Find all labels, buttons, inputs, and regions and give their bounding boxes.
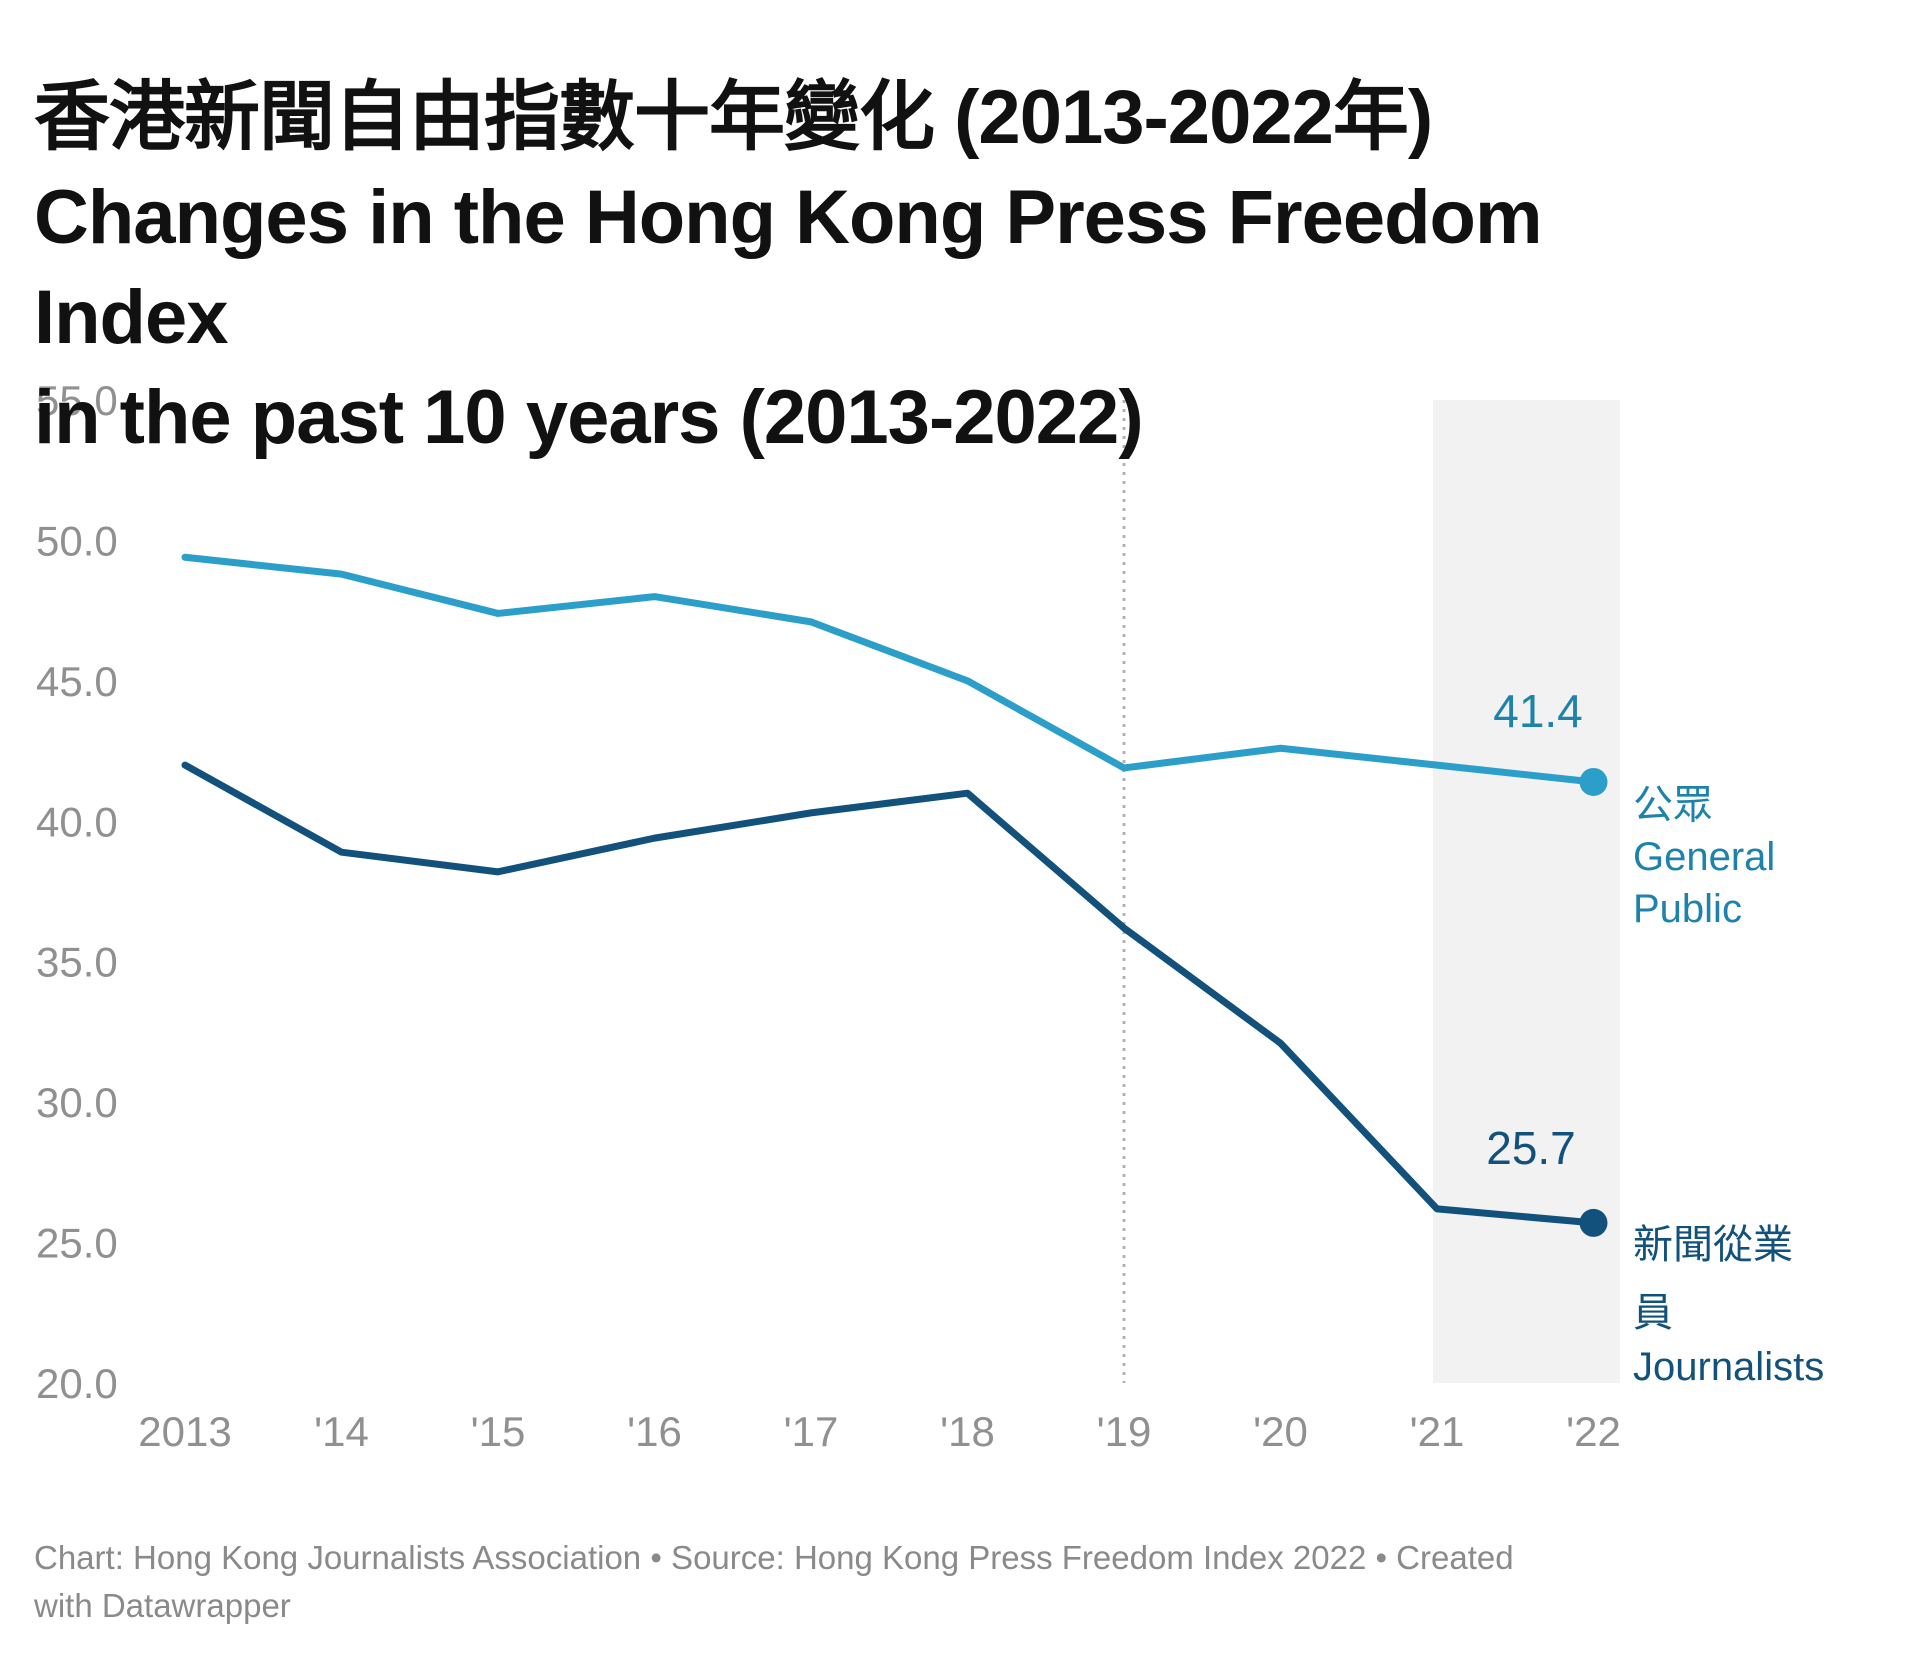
general-public-series-label: General <box>1633 835 1775 879</box>
journalists-end-value-label: 25.7 <box>1486 1122 1576 1174</box>
x-axis-tick-label: '20 <box>1253 1408 1308 1455</box>
x-axis-tick-label: '18 <box>940 1408 995 1455</box>
y-axis-tick-label: 40.0 <box>36 798 118 845</box>
x-axis-tick-label: '17 <box>784 1408 839 1455</box>
x-axis-tick-label: '19 <box>1097 1408 1152 1455</box>
general-public-series-label: 公眾 <box>1633 783 1713 827</box>
chart-title-zh: 香港新聞自由指數十年變化 (2013-2022年) <box>34 75 1433 160</box>
general-public-end-dot <box>1579 767 1608 796</box>
general-public-line <box>181 553 1597 786</box>
x-axis-tick-label: '15 <box>471 1408 526 1455</box>
x-axis-tick-label: '14 <box>314 1408 369 1455</box>
chart-title-en-line2: in the past 10 years (2013-2022) <box>34 375 1144 460</box>
y-axis-tick-label: 25.0 <box>36 1220 118 1267</box>
y-axis-tick-label: 20.0 <box>36 1360 118 1407</box>
y-axis-tick-label: 30.0 <box>36 1079 118 1126</box>
chart-footer: Chart: Hong Kong Journalists Association… <box>34 1534 1894 1630</box>
journalists-line <box>181 761 1597 1227</box>
journalists-series-label: Journalists <box>1633 1345 1824 1389</box>
footer-line2: with Datawrapper <box>34 1587 291 1624</box>
journalists-end-dot <box>1579 1208 1608 1237</box>
footer-line1: Chart: Hong Kong Journalists Association… <box>34 1539 1514 1576</box>
general-public-series-label: Public <box>1633 887 1742 931</box>
x-axis-tick-label: 2013 <box>138 1408 231 1455</box>
journalists-series-label: 新聞從業 <box>1633 1223 1793 1267</box>
x-axis-tick-label: '16 <box>627 1408 682 1455</box>
x-axis-tick-label: '21 <box>1410 1408 1465 1455</box>
y-axis-tick-label: 35.0 <box>36 939 118 986</box>
general-public-end-value-label: 41.4 <box>1493 685 1583 737</box>
y-axis-tick-label: 50.0 <box>36 517 118 564</box>
journalists-series-label: 員 <box>1633 1291 1673 1335</box>
x-axis-tick-label: '22 <box>1566 1408 1621 1455</box>
chart-title: 香港新聞自由指數十年變化 (2013-2022年) Changes in the… <box>34 68 1594 468</box>
y-axis-tick-label: 55.0 <box>36 377 118 424</box>
y-axis-tick-label: 45.0 <box>36 658 118 705</box>
chart-title-en-line1: Changes in the Hong Kong Press Freedom I… <box>34 175 1543 360</box>
